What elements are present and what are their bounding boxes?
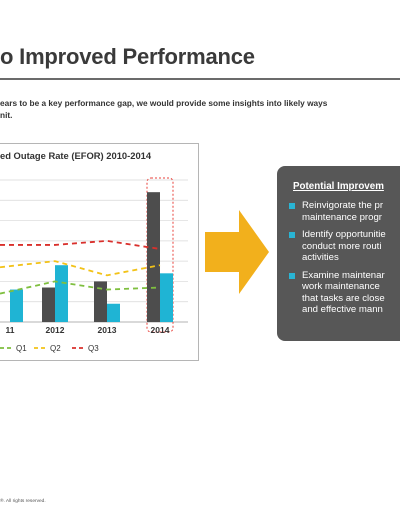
line-q3 — [0, 239, 161, 250]
improvement-line: maintenance progr — [302, 211, 382, 223]
improvement-list: Reinvigorate the pr maintenance progr Iden… — [289, 200, 400, 322]
improvement-line: conduct more routi — [302, 240, 382, 252]
square-bullet-icon — [289, 203, 295, 209]
improvement-line: Identify opportunitie — [302, 229, 386, 240]
intro-line: nit. — [0, 110, 13, 120]
intro-text: ears to be a key performance gap, we wou… — [0, 97, 400, 121]
line-q1 — [0, 280, 161, 295]
bar — [42, 287, 55, 322]
category-label: 2014 — [151, 325, 170, 335]
improvement-panel — [277, 166, 400, 341]
bar — [147, 192, 160, 322]
improvement-line: and effective mann — [302, 304, 383, 315]
copyright-footer: ®. All rights reserved. — [0, 499, 46, 504]
efor-chart: 11 2012 2013 2014 Q1 Q2 Q3 — [0, 177, 188, 353]
legend-label: Q3 — [88, 344, 99, 353]
bar — [94, 281, 107, 322]
improvement-line: work maintenance — [302, 281, 380, 292]
improvement-line: that tasks are close — [302, 292, 385, 304]
improvement-item: Reinvigorate the pr maintenance progr — [289, 200, 400, 223]
bar — [10, 289, 23, 322]
improvement-line: activities — [302, 252, 339, 263]
intro-line: ears to be a key performance gap, we wou… — [0, 98, 328, 108]
category-label: 11 — [6, 325, 15, 335]
improvement-text: Examine maintenar work maintenance that ta… — [302, 270, 400, 316]
improvement-line: Examine maintenar — [302, 269, 385, 281]
panel-title: Potential Improvem — [293, 181, 384, 192]
improvement-text: Reinvigorate the pr maintenance progr — [302, 200, 400, 223]
category-label: 2013 — [98, 325, 117, 335]
page-title: o Improved Performance — [0, 44, 255, 69]
right-arrow-icon — [205, 210, 269, 294]
legend-label: Q2 — [50, 344, 61, 353]
square-bullet-icon — [289, 272, 295, 279]
improvement-text: Identify opportunitie conduct more routi a… — [302, 229, 400, 264]
improvement-item: Identify opportunitie conduct more routi a… — [289, 229, 400, 264]
bar — [160, 273, 173, 322]
bar — [107, 303, 120, 322]
title-divider — [0, 78, 400, 80]
legend-label: Q1 — [16, 344, 27, 353]
bar — [55, 265, 68, 322]
square-bullet-icon — [289, 232, 295, 238]
category-label: 2012 — [46, 325, 65, 335]
chart-frame — [0, 143, 199, 361]
improvement-line: Reinvigorate the pr — [302, 200, 384, 211]
improvement-item: Examine maintenar work maintenance that ta… — [289, 270, 400, 316]
line-q2 — [0, 260, 161, 277]
chart-title: ed Outage Rate (EFOR) 2010-2014 — [0, 150, 152, 161]
